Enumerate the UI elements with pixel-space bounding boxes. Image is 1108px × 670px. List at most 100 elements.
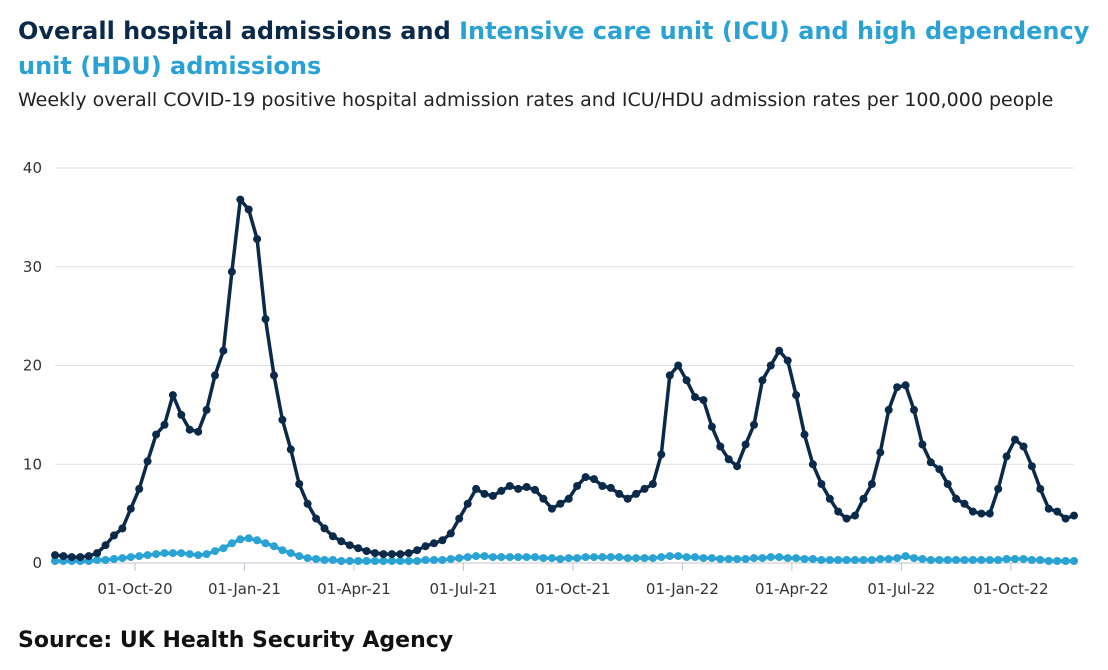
data-point	[699, 554, 708, 563]
title-part-icu-hdu: Intensive care unit (ICU) and high depen…	[18, 17, 1090, 80]
data-point	[236, 195, 245, 204]
data-point	[211, 547, 219, 556]
data-point	[345, 557, 354, 565]
data-point	[977, 556, 986, 564]
data-point	[1002, 555, 1011, 563]
data-point	[851, 511, 859, 520]
data-point	[463, 499, 472, 508]
x-tick-label: 01-Apr-21	[317, 580, 391, 598]
data-point	[910, 554, 918, 563]
data-point	[674, 361, 683, 370]
data-point	[194, 427, 203, 436]
data-point	[893, 554, 902, 563]
data-point	[379, 557, 388, 565]
data-point	[556, 499, 565, 508]
data-point	[699, 396, 708, 405]
data-point	[682, 553, 691, 562]
data-point	[800, 555, 809, 563]
data-point	[93, 556, 102, 564]
data-point	[741, 555, 750, 563]
data-point	[253, 536, 262, 545]
data-point	[1011, 555, 1019, 563]
data-point	[640, 484, 649, 493]
data-point	[337, 537, 346, 546]
source-note: Source: UK Health Security Agency	[18, 628, 454, 653]
data-point	[1044, 504, 1053, 513]
data-point	[505, 482, 514, 490]
data-point	[926, 556, 935, 564]
data-point	[421, 542, 430, 551]
data-point	[531, 553, 539, 562]
data-point	[404, 557, 413, 565]
data-point	[126, 504, 135, 513]
data-point	[118, 554, 127, 563]
data-point	[590, 475, 598, 484]
data-point	[968, 507, 977, 516]
data-point	[463, 553, 472, 562]
data-point	[935, 465, 944, 474]
data-point	[261, 539, 270, 548]
data-point	[792, 554, 801, 563]
series-line	[54, 197, 1075, 559]
title-connector: and	[391, 17, 460, 45]
data-point	[312, 555, 321, 563]
data-point	[707, 422, 716, 431]
data-point	[825, 494, 834, 503]
data-point	[160, 420, 169, 429]
data-point	[994, 556, 1003, 564]
data-point	[227, 267, 236, 276]
data-point	[918, 555, 927, 563]
data-point	[581, 473, 590, 482]
data-point	[539, 554, 548, 563]
data-point	[152, 430, 161, 439]
data-point	[118, 524, 127, 533]
data-point	[413, 546, 422, 555]
data-point	[859, 494, 868, 503]
data-point	[446, 555, 455, 563]
data-point	[531, 485, 539, 494]
data-point	[817, 480, 826, 488]
data-point	[295, 480, 304, 488]
data-point	[800, 430, 809, 439]
data-point	[901, 381, 910, 390]
data-point	[590, 553, 598, 562]
data-point	[825, 556, 834, 564]
chart-title: Overall hospital admissions and Intensiv…	[18, 14, 1093, 84]
data-point	[935, 556, 944, 564]
data-point	[362, 547, 371, 556]
y-axis-ticks: 0 10 20 30 40	[23, 159, 42, 572]
data-point	[387, 557, 396, 565]
data-point	[867, 480, 876, 488]
data-point	[143, 551, 152, 560]
data-point	[859, 556, 868, 564]
x-tick-label: 01-Jul-22	[867, 580, 935, 598]
data-point	[775, 553, 784, 562]
data-point	[396, 557, 405, 565]
data-point	[194, 551, 203, 560]
data-point	[76, 553, 85, 562]
x-tick-label: 01-Oct-21	[535, 580, 610, 598]
data-point	[724, 455, 733, 464]
data-point	[851, 556, 859, 564]
data-point	[270, 371, 278, 380]
data-point	[733, 555, 742, 563]
data-point	[303, 499, 312, 508]
data-point	[101, 541, 110, 550]
data-point	[573, 554, 582, 563]
data-point	[413, 557, 422, 565]
data-point	[1027, 462, 1036, 471]
data-point	[286, 549, 295, 558]
data-point	[648, 480, 657, 488]
data-point	[219, 544, 228, 553]
data-point	[1002, 452, 1011, 461]
data-point	[455, 554, 464, 563]
data-point	[84, 552, 93, 561]
data-point	[379, 550, 388, 559]
data-point	[766, 553, 775, 562]
data-point	[598, 553, 607, 562]
data-point	[488, 553, 497, 562]
data-point	[135, 552, 144, 561]
data-point	[1019, 555, 1028, 563]
data-point	[143, 457, 152, 466]
data-point	[632, 554, 641, 563]
